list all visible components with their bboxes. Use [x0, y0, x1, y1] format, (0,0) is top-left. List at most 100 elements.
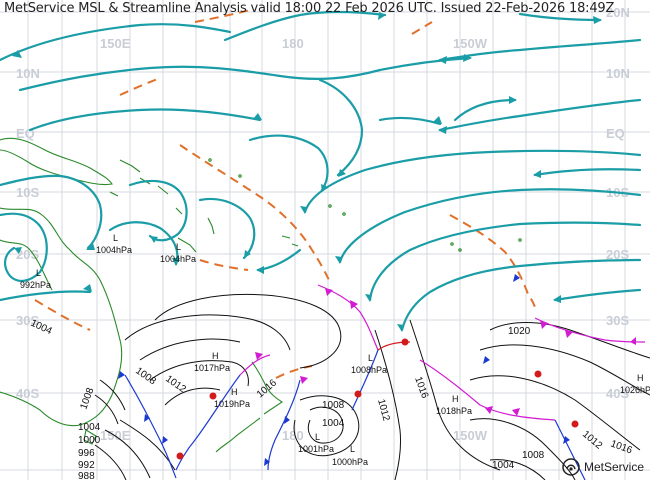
isobar-11: [374, 329, 401, 480]
isobar-label: 1012: [375, 398, 391, 423]
high-value: 1019hPa: [214, 399, 250, 409]
isobar-label: 1004: [29, 318, 54, 338]
high-value: 1018hPa: [436, 406, 472, 416]
isobar-label: 1008: [522, 450, 545, 461]
streamline-8: [338, 188, 642, 264]
new-zealand-south: [215, 417, 261, 453]
isobar-14: [479, 344, 650, 396]
high-value: 1026hPa: [620, 385, 650, 395]
fronts: [124, 284, 646, 480]
isobar-label: 1008: [133, 365, 158, 387]
isobar-label: 1016: [609, 438, 634, 456]
low-symbol: L: [36, 268, 41, 278]
pressure-centres: L 992hPa L 1004hPa L 1004hPa H 1017hPa H…: [20, 233, 650, 467]
lon-label-150w: 150W: [453, 36, 488, 51]
isobar-label: 1008: [322, 400, 345, 411]
fiji: [281, 235, 299, 247]
streamline-6: [28, 108, 262, 132]
cold-front-1: [351, 349, 379, 411]
streamline-3: [18, 56, 472, 92]
isobar-17: [489, 459, 546, 480]
isobar-1: [154, 293, 342, 369]
high-symbol: H: [212, 351, 219, 361]
low-value: 1008hPa: [351, 365, 387, 375]
low-value: 1001hPa: [298, 444, 334, 454]
grid-labels: 150E 180 150W 150E 180 150W 20N 10N 10N …: [16, 5, 630, 443]
occluded-front-1: [317, 284, 379, 351]
lon-label-150w-bottom: 150W: [453, 428, 488, 443]
isobars: [94, 293, 650, 480]
isobar-8: [94, 444, 127, 480]
low-symbol: L: [368, 353, 373, 363]
streamline-5: [438, 98, 642, 132]
trough-3: [179, 144, 331, 283]
streamline-11: [553, 288, 642, 302]
low-value: 1004hPa: [160, 254, 196, 264]
tasmania: [83, 429, 97, 445]
cold-front-3: [124, 374, 177, 479]
lon-label-150e: 150E: [100, 36, 131, 51]
isobar-label: 1008: [78, 386, 96, 411]
brand-name: MetService: [583, 460, 644, 474]
australia-coast: [0, 207, 123, 427]
streamline-12: [533, 168, 642, 177]
isobar-label: 992: [78, 460, 95, 471]
low-symbol: L: [315, 432, 320, 442]
low-symbol: L: [176, 242, 181, 252]
occluded-front-3: [419, 359, 556, 421]
streamline-23: [256, 248, 302, 272]
streamline-21: [378, 116, 442, 126]
lat-label-20n-right: 20N: [606, 5, 630, 20]
metservice-logo-icon: [562, 458, 580, 476]
isobar-5: [164, 387, 221, 406]
lat-label-40s-right: 40S: [606, 386, 629, 401]
lat-label-10s-left: 10S: [16, 185, 39, 200]
isobar-label: 1020: [508, 326, 531, 337]
trough-6: [34, 299, 91, 331]
cold-front-2: [175, 374, 241, 471]
streamline-2: [223, 10, 387, 42]
isobar-16: [469, 418, 576, 480]
streamline-14: [0, 212, 48, 282]
isobar-7: [104, 429, 151, 479]
isobar-label: 1004: [492, 460, 515, 471]
lat-label-30s-left: 30S: [16, 313, 39, 328]
lat-label-20s-right: 20S: [606, 247, 629, 262]
isobar-9: [293, 395, 360, 457]
land-outlines: [0, 137, 522, 453]
isobar-label: 1004: [78, 422, 101, 433]
new-zealand-north: [251, 361, 283, 415]
streamline-9: [368, 221, 642, 302]
isobar-4: [149, 360, 249, 387]
streamline-19: [318, 78, 364, 177]
isobar-19: [94, 394, 119, 425]
metservice-logo: MetService: [562, 458, 644, 476]
lat-label-10n-right: 10N: [606, 66, 630, 81]
streamline-10: [400, 258, 642, 332]
high-symbol: H: [637, 373, 644, 383]
trough-2: [119, 77, 161, 96]
trough-8: [275, 365, 313, 379]
isobar-label: 988: [78, 471, 95, 480]
occluded-front-4: [239, 354, 271, 376]
lon-label-180: 180: [282, 36, 304, 51]
streamline-24: [453, 98, 517, 122]
new-guinea-coast: [0, 137, 113, 186]
streamline-18: [0, 290, 92, 302]
high-symbol: H: [452, 394, 459, 404]
low-value: 1004hPa: [96, 245, 132, 255]
high-symbol: H: [231, 387, 238, 397]
streamline-7: [303, 149, 642, 214]
streamline-1: [0, 23, 232, 62]
low-symbol: L: [113, 233, 118, 243]
isobar-2: [124, 314, 291, 351]
low-symbol: L: [350, 444, 355, 454]
isobar-3: [139, 338, 241, 361]
new-caledonia: [177, 237, 197, 253]
lat-label-40s-left: 40S: [16, 386, 39, 401]
isobar-12: [409, 319, 501, 471]
streamline-22: [518, 12, 602, 22]
lat-label-eq-right: EQ: [606, 126, 625, 141]
lat-label-30s-right: 30S: [606, 313, 629, 328]
